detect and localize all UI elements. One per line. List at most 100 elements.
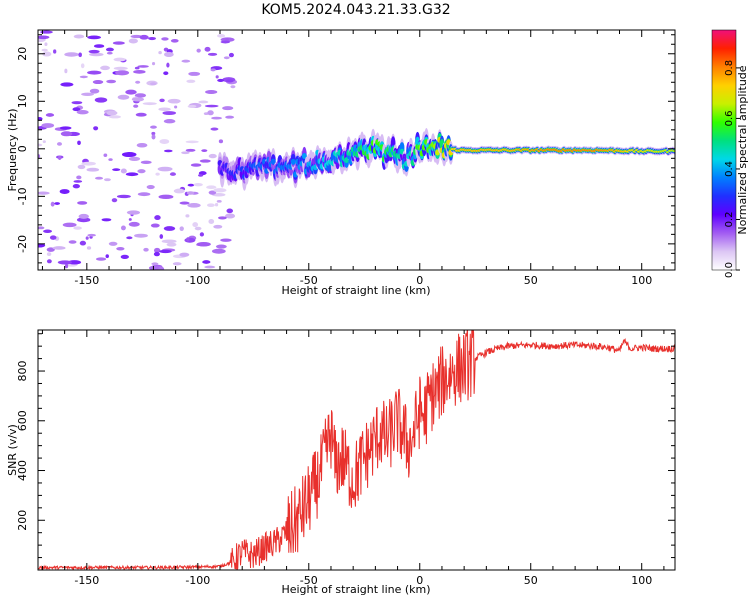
noise-cell <box>135 80 141 84</box>
noise-cell <box>45 113 55 117</box>
noise-cell <box>140 160 152 164</box>
noise-cell <box>115 70 130 76</box>
noise-cell <box>215 75 219 79</box>
noise-cell <box>166 62 170 68</box>
noise-cell <box>101 218 112 222</box>
noise-cell <box>46 259 52 264</box>
noise-cell <box>73 226 82 230</box>
noise-cell <box>163 119 176 124</box>
noise-cell <box>64 52 79 57</box>
y-tick-label: 20 <box>16 47 29 61</box>
noise-cell <box>198 174 204 177</box>
noise-cell <box>204 104 219 108</box>
noise-cell <box>59 189 70 194</box>
noise-cell <box>128 218 132 221</box>
noise-cell <box>64 263 69 269</box>
colorbar <box>712 30 736 270</box>
noise-cell <box>179 201 190 205</box>
noise-cell <box>95 257 107 261</box>
noise-cell <box>137 169 146 174</box>
noise-cell <box>73 34 85 39</box>
noise-cell <box>76 175 82 180</box>
x-tick-label: -50 <box>300 274 318 287</box>
signal-cell <box>672 149 675 152</box>
x-tick-label: -150 <box>74 274 99 287</box>
noise-cell <box>54 202 61 205</box>
noise-cell <box>174 105 178 109</box>
noise-cell <box>181 59 191 63</box>
noise-cell <box>38 191 50 195</box>
noise-cell <box>125 172 139 177</box>
noise-cell <box>112 168 121 171</box>
noise-cell <box>188 71 201 76</box>
snr-x-label: Height of straight line (km) <box>281 583 430 596</box>
noise-cell <box>53 49 57 54</box>
noise-cell <box>111 198 118 203</box>
noise-cell <box>77 140 81 145</box>
noise-cell <box>38 243 46 248</box>
noise-cell <box>158 51 162 55</box>
noise-cell <box>222 106 234 111</box>
noise-cell <box>89 52 104 57</box>
noise-cell <box>60 131 73 137</box>
noise-cell <box>162 111 177 116</box>
noise-cell <box>128 38 138 44</box>
noise-cell <box>215 244 227 249</box>
noise-cell <box>185 214 190 218</box>
noise-cell <box>52 246 66 250</box>
noise-cell <box>93 126 99 131</box>
noise-cell <box>204 265 216 269</box>
noise-cell <box>92 79 104 85</box>
noise-cell <box>210 127 219 131</box>
noise-cell <box>68 240 77 244</box>
noise-cell <box>57 142 62 146</box>
noise-cell <box>217 34 226 38</box>
x-tick-label: 50 <box>524 574 538 587</box>
noise-cell <box>41 48 48 52</box>
noise-cell <box>218 139 224 144</box>
noise-cell <box>153 247 161 253</box>
noise-cell <box>187 203 201 208</box>
noise-cell <box>167 98 181 104</box>
noise-cell <box>81 161 96 166</box>
noise-cell <box>134 233 148 238</box>
noise-cell <box>225 79 234 83</box>
colorbar-tick-label: 0.0 <box>724 262 735 278</box>
noise-cell <box>150 82 157 86</box>
noise-cell <box>211 116 223 120</box>
noise-cell <box>77 201 88 205</box>
noise-cell <box>87 70 102 75</box>
noise-cell <box>49 235 57 240</box>
noise-cell <box>128 221 140 227</box>
noise-cell <box>207 110 214 116</box>
y-tick-label: 400 <box>16 460 29 481</box>
noise-cell <box>225 115 235 119</box>
noise-cell <box>42 140 46 144</box>
colorbar-tick-label: 0.8 <box>724 60 735 76</box>
noise-cell <box>38 154 41 159</box>
noise-cell <box>108 241 118 246</box>
noise-cell <box>76 109 89 115</box>
noise-cell <box>193 183 203 187</box>
spectrogram-frame <box>37 29 676 271</box>
snr-series-line <box>38 330 675 570</box>
noise-cell <box>199 232 205 237</box>
noise-cell <box>184 237 196 243</box>
noise-cell <box>116 246 125 251</box>
figure-title: KOM5.2024.043.21.33.G32 <box>261 2 450 18</box>
noise-cell <box>196 48 201 53</box>
noise-cell <box>163 226 176 231</box>
spectrogram-x-label: Height of straight line (km) <box>281 284 430 297</box>
x-tick-label: 0 <box>416 274 423 287</box>
spectrogram-y-label: Frequency (Hz) <box>6 109 19 192</box>
snr-y-label: SNR (v/v) <box>6 424 19 476</box>
noise-cell <box>64 68 68 74</box>
noise-cell <box>204 46 211 52</box>
noise-cell <box>116 194 131 199</box>
noise-cell <box>213 188 227 193</box>
noise-cell <box>120 225 126 231</box>
noise-cell <box>100 65 110 71</box>
spectrogram-heatmap <box>38 30 675 270</box>
noise-cell <box>133 104 139 108</box>
